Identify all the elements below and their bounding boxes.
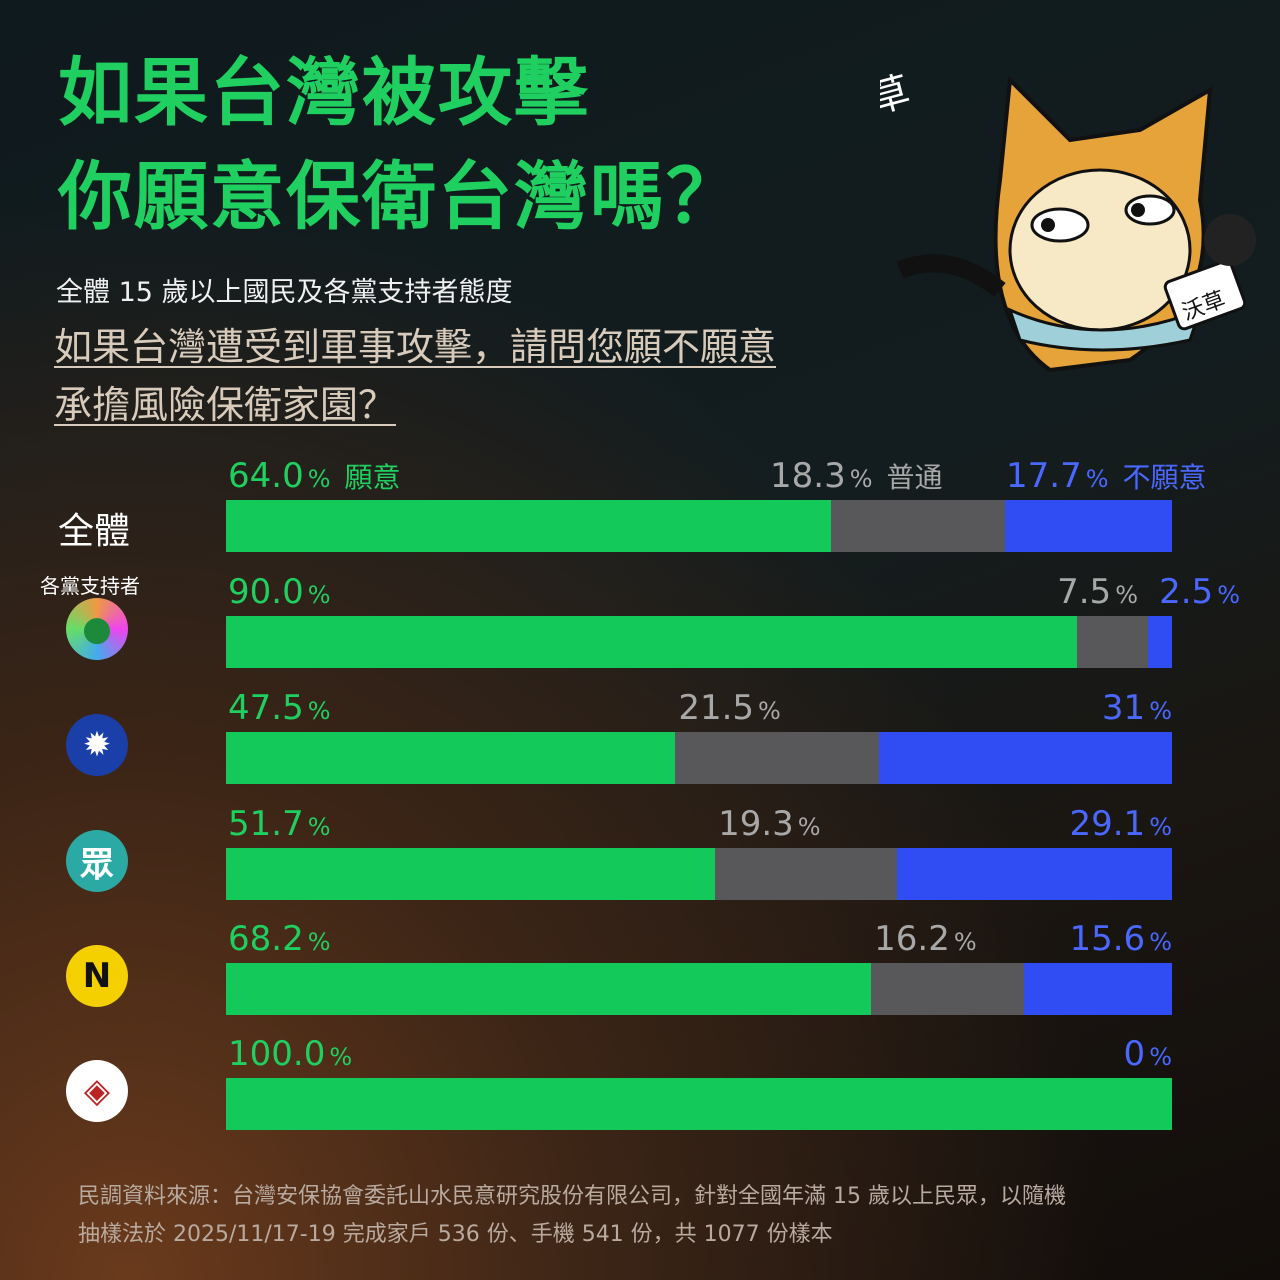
unwilling-segment bbox=[1148, 616, 1172, 668]
neutral-segment bbox=[714, 848, 897, 900]
willing-label: 51.7% bbox=[228, 804, 331, 844]
willing-segment bbox=[226, 616, 1078, 668]
willing-segment bbox=[226, 732, 676, 784]
neutral-label: 18.3% 普通 bbox=[770, 456, 943, 496]
unwilling-label: 31% bbox=[1101, 688, 1172, 728]
tpp-icon: 眾 bbox=[66, 830, 128, 892]
neutral-label: 7.5% bbox=[1057, 572, 1138, 612]
bar-row-4 bbox=[226, 963, 1172, 1015]
unwilling-segment bbox=[1004, 500, 1172, 552]
bar-row-0 bbox=[226, 500, 1172, 552]
footer-line-1: 民調資料來源：台灣安保協會委託山水民意研究股份有限公司，針對全國年滿 15 歲以… bbox=[78, 1184, 1066, 1209]
unwilling-label: 2.5% bbox=[1159, 572, 1240, 612]
neutral-label: 21.5% bbox=[678, 688, 781, 728]
question-line-1: 如果台灣遭受到軍事攻擊，請問您願不願意 bbox=[54, 325, 777, 369]
willing-label: 90.0% bbox=[228, 572, 331, 612]
willing-label: 68.2% bbox=[228, 919, 331, 959]
willing-label: 64.0% 願意 bbox=[228, 456, 401, 496]
willing-label: 47.5% bbox=[228, 688, 331, 728]
kmt-sun-icon: ✹ bbox=[66, 714, 128, 776]
willing-label: 100.0% bbox=[228, 1034, 353, 1074]
unwilling-label: 29.1% bbox=[1069, 804, 1172, 844]
survey-question: 如果台灣遭受到軍事攻擊，請問您願不願意 承擔風險保衛家園？ bbox=[54, 318, 776, 434]
unwilling-segment bbox=[897, 848, 1173, 900]
unwilling-label: 0% bbox=[1123, 1034, 1172, 1074]
neutral-label: 19.3% bbox=[718, 804, 821, 844]
unwilling-segment bbox=[1024, 963, 1172, 1015]
neutral-segment bbox=[871, 963, 1025, 1015]
neutral-segment bbox=[1077, 616, 1149, 668]
question-line-2: 承擔風險保衛家園？ bbox=[54, 383, 397, 427]
bar-row-3 bbox=[226, 848, 1173, 900]
neutral-segment bbox=[675, 732, 879, 784]
subtitle: 全體 15 歲以上國民及各黨支持者態度 bbox=[56, 277, 513, 308]
title-line-1: 如果台灣被攻擊 bbox=[58, 50, 590, 136]
woocao-logo: 沃草 bbox=[880, 68, 915, 133]
bar-row-2 bbox=[226, 732, 1172, 784]
neutral-segment bbox=[831, 500, 1005, 552]
footer-line-2: 抽樣法於 2025/11/17-19 完成家戶 536 份、手機 541 份，共… bbox=[78, 1222, 833, 1247]
willing-segment bbox=[226, 848, 715, 900]
bar-row-5 bbox=[226, 1078, 1172, 1130]
bar-row-1 bbox=[226, 616, 1172, 668]
npp-icon: N bbox=[66, 945, 128, 1007]
willing-segment bbox=[226, 500, 832, 552]
dpp-flag-icon: ● bbox=[66, 598, 128, 660]
unwilling-label: 15.6% bbox=[1069, 919, 1172, 959]
unwilling-segment bbox=[878, 732, 1172, 784]
cat-mascot-illustration: 沃草 沃草 bbox=[880, 68, 1256, 373]
willing-segment bbox=[226, 1078, 1172, 1130]
unwilling-label: 17.7% 不願意 bbox=[1006, 456, 1207, 496]
statebuilding-party-icon: ◈ bbox=[66, 1060, 128, 1122]
willing-segment bbox=[226, 963, 872, 1015]
row-label-overall: 全體 bbox=[58, 511, 131, 552]
neutral-label: 16.2% bbox=[874, 919, 977, 959]
title-line-2: 你願意保衛台灣嗎？ bbox=[58, 154, 742, 240]
footer-source: 民調資料來源：台灣安保協會委託山水民意研究股份有限公司，針對全國年滿 15 歲以… bbox=[78, 1178, 1066, 1254]
party-supporters-label: 各黨支持者 bbox=[40, 574, 140, 598]
